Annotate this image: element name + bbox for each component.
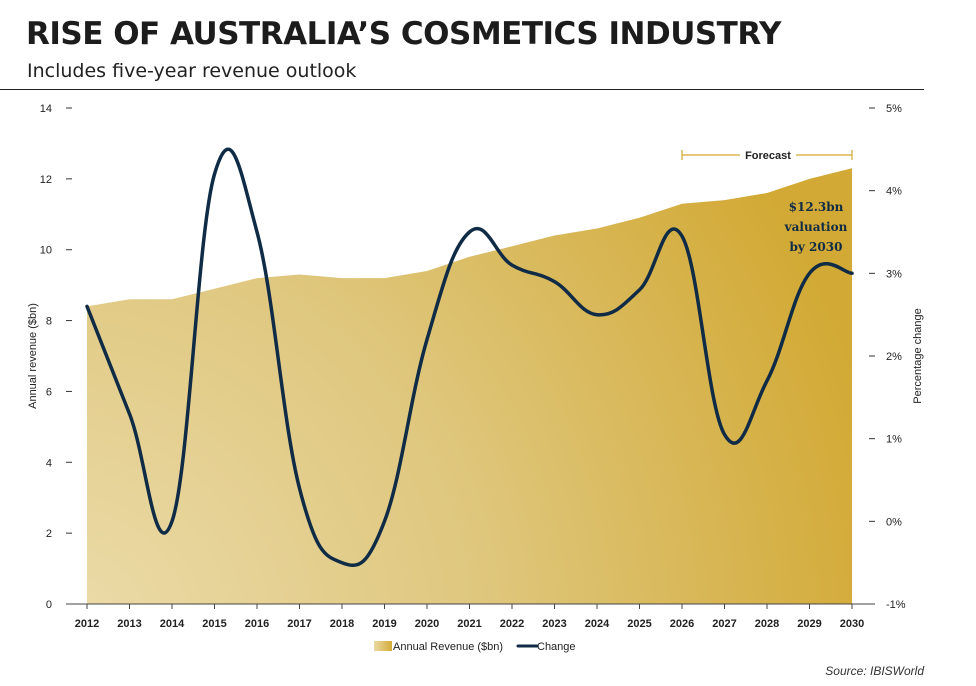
y-left-tick-label: 6: [46, 386, 52, 398]
annotation-line-2: valuation: [784, 220, 848, 234]
y-right-tick-label: 4%: [886, 186, 902, 198]
x-tick-label: 2021: [457, 618, 481, 630]
source-note: Source: IBISWorld: [825, 664, 924, 678]
x-tick-label: 2024: [585, 618, 610, 630]
y-left-tick-label: 0: [46, 599, 52, 611]
legend-swatch-revenue: [374, 641, 392, 651]
revenue-area: [87, 168, 852, 604]
x-tick-label: 2023: [542, 618, 566, 630]
x-tick-label: 2028: [755, 618, 779, 630]
chart-title: RISE OF AUSTRALIA’S COSMETICS INDUSTRY: [26, 16, 781, 52]
legend-label-revenue: Annual Revenue ($bn): [393, 641, 503, 653]
x-tick-label: 2030: [840, 618, 864, 630]
x-tick-label: 2013: [117, 618, 141, 630]
legend-label-change: Change: [537, 641, 576, 653]
y-left-axis-title: Annual revenue ($bn): [27, 303, 39, 409]
x-tick-label: 2029: [797, 618, 821, 630]
annotation-line-1: $12.3bn: [789, 200, 844, 214]
x-tick-label: 2018: [330, 618, 354, 630]
x-tick-label: 2020: [415, 618, 439, 630]
title-divider: [0, 89, 924, 90]
x-tick-label: 2014: [160, 618, 185, 630]
x-tick-label: 2019: [372, 618, 396, 630]
revenue-area-layer: [87, 168, 852, 604]
change-line-layer: [85, 147, 854, 568]
y-right-tick-label: 0%: [886, 516, 902, 528]
x-tick-label: 2015: [202, 618, 226, 630]
y-left-tick-label: 8: [46, 316, 52, 328]
y-left-tick-label: 12: [40, 174, 52, 186]
y-left-tick-label: 4: [46, 457, 52, 469]
x-tick-label: 2017: [287, 618, 311, 630]
forecast-label: Forecast: [745, 150, 791, 162]
x-tick-label: 2025: [627, 618, 651, 630]
y-right-tick-label: 2%: [886, 351, 902, 363]
x-tick-label: 2022: [500, 618, 524, 630]
y-right-tick-label: 5%: [886, 103, 902, 115]
legend: Annual Revenue ($bn) Change: [374, 641, 576, 653]
y-right-tick-label: -1%: [886, 599, 906, 611]
annotation-line-3: by 2030: [790, 240, 843, 254]
y-left-tick-label: 14: [40, 103, 52, 115]
x-tick-label: 2012: [75, 618, 99, 630]
x-tick-label: 2026: [670, 618, 694, 630]
y-left-tick-label: 2: [46, 528, 52, 540]
x-tick-label: 2027: [712, 618, 736, 630]
forecast-bracket: Forecast: [681, 150, 853, 162]
x-tick-label: 2016: [245, 618, 269, 630]
y-right-tick-label: 1%: [886, 434, 902, 446]
valuation-annotation: $12.3bn valuation by 2030: [784, 200, 848, 254]
y-right-tick-label: 3%: [886, 268, 902, 280]
axes-layer: 0 2 4 6 8 10 12 14 -1% 0% 1% 2% 3% 4% 5% 2012 2013 2014 20…: [27, 103, 924, 630]
chart-subtitle: Includes five-year revenue outlook: [27, 60, 357, 82]
y-left-tick-label: 10: [40, 245, 52, 257]
y-right-axis-title: Percentage change: [912, 308, 924, 403]
change-line: [85, 147, 854, 568]
